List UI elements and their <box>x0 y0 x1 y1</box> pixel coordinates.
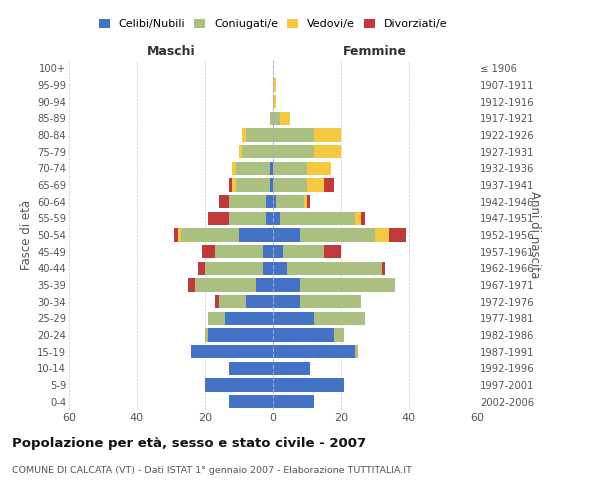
Bar <box>273 228 300 241</box>
Bar <box>239 145 242 158</box>
Bar <box>280 212 355 225</box>
Bar <box>198 262 205 275</box>
Bar <box>191 345 273 358</box>
Bar <box>273 328 334 342</box>
Bar <box>232 178 236 192</box>
Bar <box>269 112 273 125</box>
Bar <box>375 228 389 241</box>
Bar <box>256 278 273 291</box>
Bar <box>287 262 382 275</box>
Bar <box>178 228 181 241</box>
Bar <box>283 245 324 258</box>
Bar <box>314 312 365 325</box>
Text: COMUNE DI CALCATA (VT) - Dati ISTAT 1° gennaio 2007 - Elaborazione TUTTITALIA.IT: COMUNE DI CALCATA (VT) - Dati ISTAT 1° g… <box>12 466 412 475</box>
Bar <box>273 128 314 141</box>
Bar <box>273 95 277 108</box>
Bar <box>229 362 273 375</box>
Bar <box>277 195 304 208</box>
Bar <box>273 362 310 375</box>
Bar <box>263 245 273 258</box>
Bar <box>273 162 307 175</box>
Bar <box>300 295 361 308</box>
Bar <box>229 178 232 192</box>
Y-axis label: Fasce di età: Fasce di età <box>20 200 33 270</box>
Bar <box>208 328 273 342</box>
Bar <box>361 212 365 225</box>
Bar <box>355 345 358 358</box>
Bar <box>273 345 355 358</box>
Bar <box>232 162 236 175</box>
Bar <box>269 162 273 175</box>
Bar <box>175 228 178 241</box>
Bar <box>242 128 246 141</box>
Bar <box>273 245 283 258</box>
Bar <box>273 312 314 325</box>
Bar <box>215 295 218 308</box>
Bar <box>280 112 290 125</box>
Bar <box>300 278 395 291</box>
Bar <box>389 228 406 241</box>
Bar <box>195 278 256 291</box>
Bar <box>236 178 269 192</box>
Bar <box>324 245 341 258</box>
Bar <box>226 312 273 325</box>
Bar <box>229 195 266 208</box>
Bar <box>229 395 273 408</box>
Y-axis label: Anni di nascita: Anni di nascita <box>529 192 541 278</box>
Bar <box>208 312 226 325</box>
Bar <box>263 262 273 275</box>
Bar <box>205 328 208 342</box>
Bar <box>218 295 246 308</box>
Bar <box>273 212 280 225</box>
Bar <box>304 195 307 208</box>
Bar <box>205 262 263 275</box>
Bar <box>246 295 273 308</box>
Bar <box>202 245 215 258</box>
Bar <box>229 212 266 225</box>
Text: Femmine: Femmine <box>343 44 407 58</box>
Bar <box>273 395 314 408</box>
Bar <box>188 278 195 291</box>
Bar <box>355 212 361 225</box>
Bar <box>246 128 273 141</box>
Bar <box>273 195 277 208</box>
Bar <box>334 328 344 342</box>
Bar <box>273 78 277 92</box>
Bar <box>273 262 287 275</box>
Bar <box>208 212 229 225</box>
Bar <box>239 228 273 241</box>
Bar <box>307 178 324 192</box>
Legend: Celibi/Nubili, Coniugati/e, Vedovi/e, Divorziati/e: Celibi/Nubili, Coniugati/e, Vedovi/e, Di… <box>97 16 449 32</box>
Bar <box>314 128 341 141</box>
Bar <box>300 228 375 241</box>
Bar <box>307 195 310 208</box>
Text: Maschi: Maschi <box>146 44 196 58</box>
Bar <box>307 162 331 175</box>
Bar <box>273 145 314 158</box>
Bar <box>314 145 341 158</box>
Bar <box>269 178 273 192</box>
Bar <box>266 212 273 225</box>
Bar <box>324 178 334 192</box>
Bar <box>181 228 239 241</box>
Bar <box>266 195 273 208</box>
Bar <box>382 262 385 275</box>
Bar <box>273 178 307 192</box>
Bar <box>205 378 273 392</box>
Bar <box>273 295 300 308</box>
Bar <box>215 245 263 258</box>
Text: Popolazione per età, sesso e stato civile - 2007: Popolazione per età, sesso e stato civil… <box>12 438 366 450</box>
Bar <box>242 145 273 158</box>
Bar <box>218 195 229 208</box>
Bar <box>273 378 344 392</box>
Bar <box>273 278 300 291</box>
Bar <box>273 112 280 125</box>
Bar <box>236 162 269 175</box>
